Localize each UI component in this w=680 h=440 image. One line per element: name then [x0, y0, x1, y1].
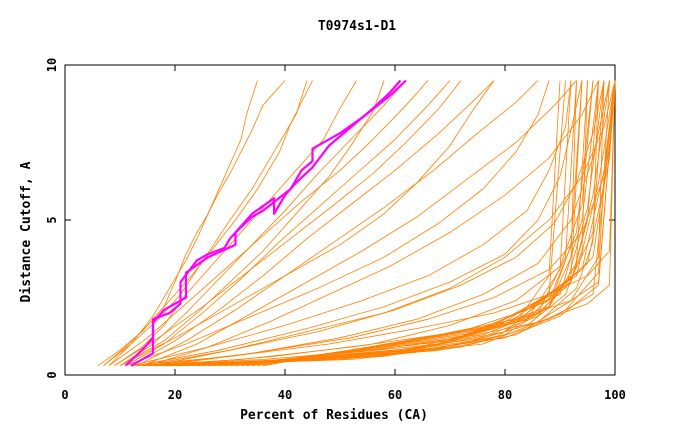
series-line [158, 80, 610, 367]
y-tick-label: 10 [45, 58, 59, 72]
series-line [108, 80, 258, 366]
series-line [163, 80, 605, 367]
x-axis-ticks: 0 20 40 60 80 100 [61, 65, 626, 402]
series-line [125, 80, 550, 367]
series-layer [97, 79, 616, 367]
highlight-series-line [130, 79, 407, 367]
series-line [257, 80, 616, 367]
x-tick-label: 40 [278, 388, 292, 402]
x-tick-label: 60 [388, 388, 402, 402]
x-tick-label: 20 [168, 388, 182, 402]
y-axis-ticks: 0 5 10 [45, 58, 615, 379]
series-line [224, 80, 594, 367]
series-line [130, 80, 572, 367]
series-line [114, 80, 462, 367]
series-line [136, 80, 583, 367]
y-tick-label: 0 [45, 371, 59, 378]
x-tick-label: 80 [498, 388, 512, 402]
x-tick-label: 100 [604, 388, 626, 402]
series-line [125, 80, 451, 367]
series-line [246, 80, 616, 367]
series-line [119, 80, 407, 367]
series-line [147, 80, 616, 367]
series-line [262, 80, 616, 367]
series-line [147, 80, 599, 367]
series-line [119, 80, 385, 367]
x-tick-label: 0 [61, 388, 68, 402]
chart-title: T0974s1-D1 [318, 19, 396, 34]
series-line [141, 80, 577, 367]
series-line [141, 80, 605, 367]
series-line [218, 80, 583, 367]
series-line [251, 80, 616, 367]
series-line [103, 80, 313, 367]
series-line [169, 80, 599, 367]
plot-frame [64, 64, 616, 376]
series-line [119, 80, 495, 367]
y-axis-label: Distance Cutoff, A [19, 161, 34, 302]
series-line [108, 80, 429, 367]
series-line [136, 80, 539, 367]
series-line [174, 80, 605, 367]
series-line [141, 80, 616, 367]
series-line [130, 80, 616, 367]
series-line [103, 80, 308, 367]
x-axis-label: Percent of Residues (CA) [240, 408, 428, 423]
series-line [114, 80, 357, 367]
y-tick-label: 5 [45, 216, 59, 223]
series-line [158, 80, 610, 367]
